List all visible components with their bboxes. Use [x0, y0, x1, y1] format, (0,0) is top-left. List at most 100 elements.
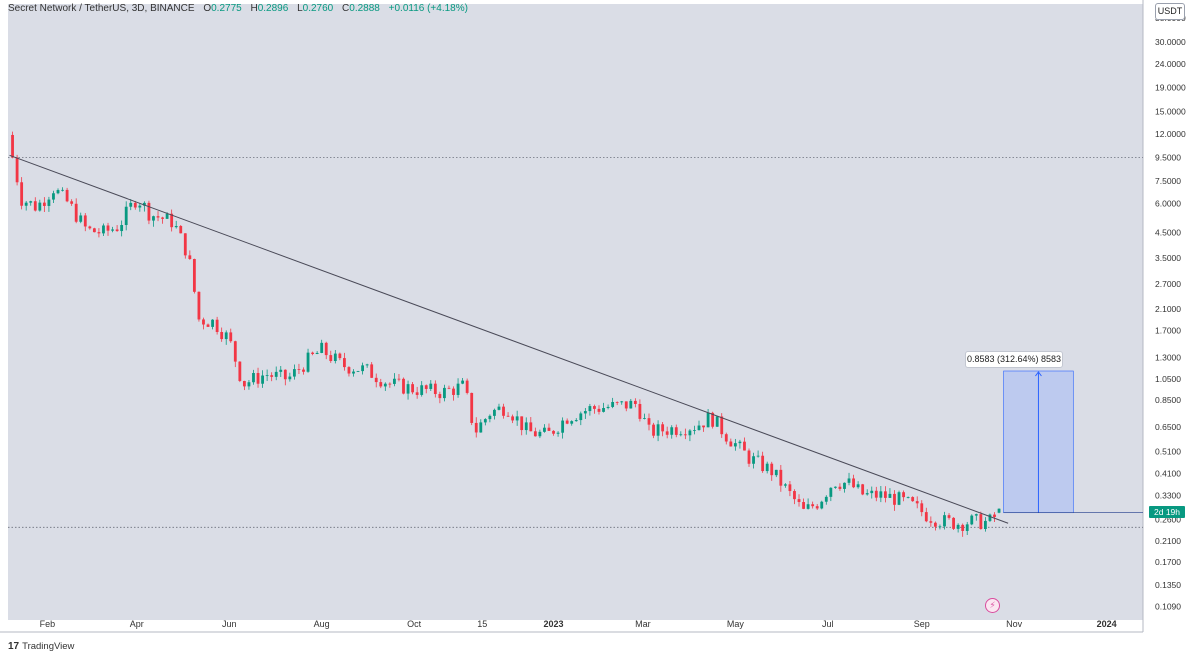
currency-button[interactable]: USDT: [1155, 3, 1185, 20]
candle: [906, 497, 910, 498]
candle: [633, 400, 637, 404]
candle: [247, 382, 251, 387]
candle: [15, 157, 19, 183]
x-tick-label: Jul: [822, 619, 834, 629]
candle: [320, 342, 324, 353]
candle: [24, 202, 28, 206]
candle: [515, 416, 519, 421]
candle: [447, 387, 451, 389]
candle: [102, 225, 105, 234]
candle: [988, 514, 992, 521]
candle: [820, 501, 824, 509]
candle: [411, 384, 415, 393]
candle: [120, 225, 124, 232]
candle: [965, 524, 969, 531]
candle: [124, 206, 128, 226]
candle: [65, 189, 69, 202]
candle: [47, 199, 51, 206]
candle: [42, 202, 46, 206]
x-tick-label: Aug: [314, 619, 330, 629]
candle: [783, 484, 787, 486]
candle: [833, 486, 837, 488]
candle: [615, 402, 619, 403]
candle: [529, 422, 533, 432]
candle: [502, 406, 505, 416]
candle: [265, 375, 269, 377]
trendline: [9, 154, 1009, 524]
candle: [111, 229, 114, 231]
candle: [888, 493, 892, 498]
candle: [347, 367, 351, 374]
candle: [533, 431, 537, 437]
candle: [720, 416, 724, 435]
measure-label: 0.8583 (312.64%) 8583: [965, 351, 1063, 368]
candle: [470, 392, 474, 423]
tradingview-logo[interactable]: 17 TradingView: [8, 641, 74, 652]
y-tick-label: 12.0000: [1155, 129, 1186, 139]
candle: [929, 521, 933, 523]
candle: [279, 369, 283, 372]
candle: [647, 418, 651, 425]
candle: [206, 324, 210, 327]
candle: [870, 490, 874, 494]
candle: [56, 190, 60, 194]
y-tick-label: 7.5000: [1155, 176, 1181, 186]
candle: [452, 388, 455, 395]
candle: [774, 469, 778, 476]
ohlc-legend: Secret Network / TetherUS, 3D, BINANCE O…: [8, 3, 468, 14]
high-key: H: [250, 3, 258, 14]
low-key: L: [297, 3, 303, 14]
candle: [315, 352, 319, 355]
candle: [311, 352, 314, 355]
candle: [97, 232, 101, 234]
candle: [624, 401, 628, 409]
lightning-icon[interactable]: ⚡: [985, 598, 1000, 613]
y-tick-label: 0.5100: [1155, 447, 1181, 457]
candle: [856, 484, 860, 488]
x-tick-label: Feb: [40, 619, 56, 629]
candle: [238, 361, 242, 381]
symbol-title: Secret Network / TetherUS, 3D, BINANCE: [8, 3, 195, 14]
candle: [897, 492, 901, 505]
candle: [183, 233, 187, 256]
candle: [556, 432, 560, 434]
candle: [429, 383, 433, 389]
candle: [547, 427, 551, 431]
y-tick-label: 0.2600: [1155, 514, 1181, 524]
candle: [92, 228, 96, 233]
y-tick-label: 0.2100: [1155, 536, 1181, 546]
y-tick-label: 2.1000: [1155, 304, 1181, 314]
candle: [306, 352, 310, 372]
candle: [652, 424, 655, 436]
tradingview-name: TradingView: [22, 641, 75, 652]
candle: [543, 427, 546, 432]
candle: [806, 504, 810, 509]
candle: [947, 515, 951, 518]
candle: [883, 491, 887, 498]
y-tick-label: 0.1700: [1155, 557, 1181, 567]
candle: [852, 478, 855, 488]
candle: [324, 342, 328, 356]
candle: [579, 413, 583, 421]
close-key: C: [342, 3, 350, 14]
candle: [738, 441, 742, 444]
candle: [743, 441, 746, 451]
candle: [333, 353, 337, 362]
change-value: +0.0116 (+4.18%): [388, 3, 468, 14]
candle: [70, 201, 74, 204]
candle: [665, 431, 669, 435]
candle: [302, 369, 305, 372]
candle: [847, 478, 851, 483]
candle: [933, 522, 937, 527]
candle: [997, 508, 1001, 513]
y-tick-label: 1.7000: [1155, 325, 1181, 335]
candle: [242, 380, 246, 387]
candle: [611, 402, 615, 407]
candle: [256, 373, 260, 384]
close-value: 0.2888: [349, 3, 380, 14]
candle: [574, 420, 578, 422]
candle: [465, 380, 469, 393]
candle: [629, 400, 633, 409]
x-tick-label: 2024: [1097, 619, 1117, 629]
